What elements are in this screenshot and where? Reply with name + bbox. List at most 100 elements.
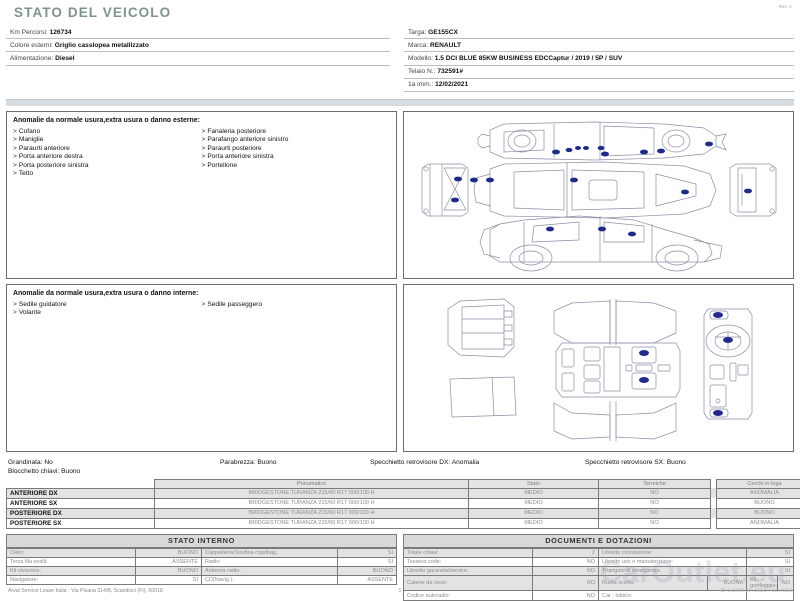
table-row: ANTERIORE SX BRIDGESTONE TURANZA 215/60 … [7, 498, 800, 508]
section-divider-bar [6, 99, 794, 106]
footer-page-number: 1 [369, 588, 432, 594]
table-header-row: Pneumatico Stato Termiche Cerchi in lega [7, 479, 800, 488]
row-value: ASSENTE [338, 576, 397, 585]
tyre-termiche: NO [599, 518, 711, 528]
table-row: ANTERIORE DX BRIDGESTONE TURANZA 215/60 … [7, 488, 800, 498]
internal-damage-list-panel: Anomalie da normale usura,extra usura o … [6, 284, 397, 452]
bullet-arrow-icon: > [202, 145, 206, 152]
field-colore-esterni: Colore esterni: Griglio casslopea metall… [6, 39, 390, 52]
row-label: Libretto garanzia/service: [404, 567, 533, 576]
header-pneumatico: Pneumatico [155, 479, 469, 488]
list-item: >Maniglie [13, 136, 202, 144]
list-item-label: Paraurti posteriore [207, 145, 261, 152]
vehicle-interior-damage-diagram [403, 284, 794, 452]
bullet-arrow-icon: > [13, 309, 17, 316]
field-alimentazione: Alimentazione: Diesel [6, 52, 390, 65]
field-targa: Targa: GE155CX [404, 26, 794, 39]
vehicle-info-left-column: Km Percorsi: 126734 Colore esterni: Grig… [6, 26, 400, 92]
status-value: Buono [257, 459, 276, 466]
table-row: Terza fila sedili: ASSENTE Radio: SI [7, 557, 397, 566]
tyre-spec: BRIDGESTONE TURANZA 215/60 R17 000/100 H [155, 508, 469, 518]
field-telaio: Telaio N.: 732591# [404, 66, 794, 79]
tyre-stato: MEDIO [469, 488, 599, 498]
tyre-position: POSTERIORE SX [7, 518, 155, 528]
tyre-cerchi: BUONO [717, 498, 800, 508]
list-item-label: Volante [19, 309, 41, 316]
tyre-stato: MEDIO [469, 498, 599, 508]
list-item: >Sedile guidatore [13, 301, 202, 309]
list-item: >Parafango anteriore sinistro [202, 136, 391, 144]
row-value: 2 [532, 548, 598, 557]
header-cerchi-in-lega: Cerchi in lega [717, 479, 800, 488]
bullet-arrow-icon: > [202, 153, 206, 160]
row-label: CD(Navig.): [201, 576, 338, 585]
status-label: Parabrezza: [220, 459, 256, 466]
damage-markers [639, 312, 733, 416]
external-damage-column-right: >Fanaleria posteriore >Parafango anterio… [202, 128, 391, 178]
status-grandinata: Grandinata: No [8, 458, 220, 467]
table-row: Totale chiavi: 2 Libretto circolazione: … [404, 548, 794, 557]
field-value: 1.5 DCI BLUE 85KW BUSINESS EDCCaptur / 2… [435, 55, 623, 62]
stato-interno-title: STATO INTERNO [6, 534, 397, 548]
table-row: Navigatore: SI CD(Navig.): ASSENTE [7, 576, 397, 585]
row-value: BUONO [135, 548, 201, 557]
status-label: Specchietto retrovisore SX: [585, 459, 665, 466]
field-marca: Marca: RENAULT [404, 39, 794, 52]
internal-damage-columns: >Sedile guidatore >Volante > Sedile passe… [13, 301, 390, 318]
list-item-label: Portellone [207, 162, 237, 169]
row-value: SI [338, 557, 397, 566]
list-item-label: Parafango anteriore sinistro [207, 136, 288, 143]
bullet-arrow-icon: > [13, 162, 17, 169]
field-label: 1a imm.: [408, 81, 433, 88]
external-damage-columns: >Cofano >Maniglie >Paraurti anteriore >P… [13, 128, 390, 178]
status-grandinata-block: Grandinata: No Blocchetto chiavi: Buono [8, 458, 220, 476]
status-label: Grandinata: [8, 459, 42, 466]
field-label: Modello: [408, 55, 433, 62]
field-value: Griglio casslopea metallizzato [55, 42, 149, 49]
external-damage-list-panel: Anomalie da normale usura,extra usura o … [6, 111, 397, 279]
internal-damage-block: Anomalie da normale usura,extra usura o … [6, 284, 794, 452]
row-label: Libretto uso e manutenzione: [598, 557, 746, 566]
row-label: Cappelliera/Tendina copribag. [201, 548, 338, 557]
row-value: SI [747, 548, 794, 557]
status-blocchetto-chiavi: Blocchetto chiavi: Buono [8, 467, 220, 476]
list-item-label: Tetto [19, 170, 33, 177]
bullet-arrow-icon: > [202, 128, 206, 135]
footer-company: Arval Service Lease Italia - Via Pisana … [8, 588, 369, 594]
table-row: Kit vivavoce: BUONO Antenna radio: BUONO [7, 567, 397, 576]
condition-status-strip: Grandinata: No Blocchetto chiavi: Buono … [6, 458, 794, 476]
tyre-stato: MEDIO [469, 518, 599, 528]
status-label: Blocchetto chiavi: [8, 468, 59, 475]
status-specchietto-sx: Specchietto retrovisore SX: Buono [585, 458, 686, 476]
tyre-spec: BRIDGESTONE TURANZA 215/60 R17 000/100 H [155, 488, 469, 498]
list-item-label: Sedile passeggero [207, 301, 262, 308]
tyre-cerchi: ANOMALIA [717, 518, 800, 528]
footer-reference: ID 1.2/9/2.29..8/2.3 ; 0a.;/6&d [431, 588, 792, 594]
page-title: STATO DEL VEICOLO [6, 0, 794, 20]
list-item-label: Fanaleria posteriore [207, 128, 266, 135]
status-value: Buono [61, 468, 80, 475]
row-value: SI [747, 567, 794, 576]
tyre-spec: BRIDGESTONE TURANZA 215/60 R17 000/100 H [155, 518, 469, 528]
page-footer: Arval Service Lease Italia - Via Pisana … [8, 588, 792, 594]
field-label: Targa: [408, 29, 426, 36]
documenti-title: DOCUMENTI E DOTAZIONI [403, 534, 794, 548]
row-label: Navigatore: [7, 576, 136, 585]
row-value: SI [338, 548, 397, 557]
tyre-termiche: NO [599, 498, 711, 508]
field-value: 12/02/2021 [435, 81, 468, 88]
bullet-arrow-icon: > [13, 145, 17, 152]
tyres-table: Pneumatico Stato Termiche Cerchi in lega… [6, 479, 800, 529]
list-item-label: Paraurti anteriore [19, 145, 70, 152]
list-item-label: Porta anteriore destra [19, 153, 83, 160]
field-label: Marca: [408, 42, 428, 49]
row-label: Tessera code: [404, 557, 533, 566]
external-damage-heading: Anomalie da normale usura,extra usura o … [13, 117, 390, 124]
field-label: Telaio N.: [408, 68, 436, 75]
internal-damage-column-left: >Sedile guidatore >Volante [13, 301, 202, 318]
row-value: NO [532, 567, 598, 576]
damage-markers [451, 142, 752, 237]
bullet-arrow-icon: > [202, 136, 206, 143]
bullet-arrow-icon: > [13, 301, 17, 308]
field-prima-immatricolazione: 1a imm.: 12/02/2021 [404, 79, 794, 92]
